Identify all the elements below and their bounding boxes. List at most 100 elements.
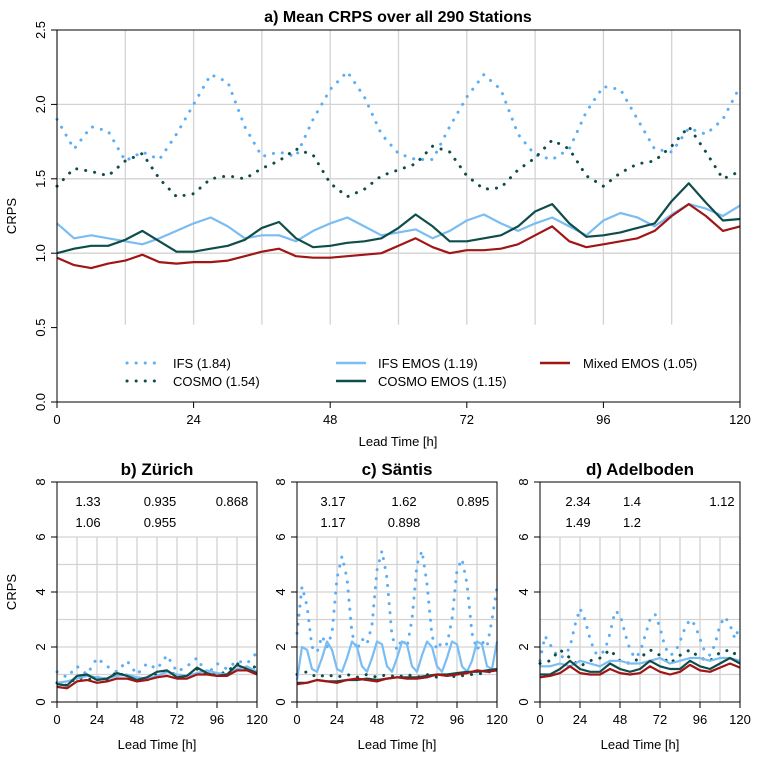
panel-a-frame (56, 29, 741, 403)
panel-a-x-ticks: 0 24 48 72 96 120 (53, 402, 751, 427)
score-value: 1.49 (565, 515, 590, 530)
panel-b-series (55, 651, 259, 690)
panel-b-scores: 1.33 0.935 0.868 1.06 0.955 (75, 494, 248, 530)
panel-d-title: d) Adelboden (586, 460, 694, 479)
panel-b-x-ticks: 0 24 48 72 96 120 (53, 702, 268, 727)
y-tick-label: 4 (273, 588, 288, 595)
series-ifs (295, 549, 499, 654)
legend-label-cosmo: COSMO (1.54) (173, 374, 260, 389)
panel-a-grid (56, 30, 741, 325)
y-tick-label: 8 (273, 478, 288, 485)
panel-d-series (538, 607, 742, 679)
score-value: 1.4 (623, 494, 641, 509)
x-tick-label: 120 (486, 712, 508, 727)
score-value: 3.17 (320, 494, 345, 509)
y-tick-label: 6 (273, 533, 288, 540)
x-tick-label: 24 (90, 712, 104, 727)
panel-d-grid (539, 536, 741, 702)
score-value: 1.06 (75, 515, 100, 530)
legend-label-ifs-emos: IFS EMOS (1.19) (378, 356, 478, 371)
score-value: 0.955 (144, 515, 177, 530)
legend-label-cosmo-emos: COSMO EMOS (1.15) (378, 374, 507, 389)
y-tick-label: 0 (516, 698, 531, 705)
x-tick-label: 96 (450, 712, 464, 727)
x-tick-label: 0 (536, 712, 543, 727)
panel-a: a) Mean CRPS over all 290 Stations 0 24 48… (4, 9, 751, 449)
x-tick-label: 48 (613, 712, 627, 727)
panel-c-title: c) Säntis (362, 460, 433, 479)
score-value: 1.12 (709, 494, 734, 509)
x-tick-label: 72 (410, 712, 424, 727)
panel-c-y-ticks: 0 2 4 6 8 (273, 478, 297, 706)
panel-b-y-axis-title: CRPS (4, 574, 19, 610)
x-tick-label: 120 (729, 712, 751, 727)
x-tick-label: 96 (693, 712, 707, 727)
legend-label-mixed-emos: Mixed EMOS (1.05) (583, 356, 697, 371)
series-ifs (538, 607, 742, 663)
series-mixed-emos (56, 669, 258, 690)
y-tick-label: 0 (33, 698, 48, 705)
series-ifs-emos (295, 640, 499, 681)
y-tick-label: 4 (33, 588, 48, 595)
score-value: 2.34 (565, 494, 590, 509)
y-tick-label: 2 (273, 643, 288, 650)
y-tick-label: 0.0 (33, 393, 48, 411)
panel-a-y-axis-title: CRPS (4, 198, 19, 234)
series-cosmo-emos (540, 656, 741, 676)
x-tick-label: 24 (573, 712, 587, 727)
x-tick-label: 48 (370, 712, 384, 727)
x-tick-label: 96 (210, 712, 224, 727)
x-tick-label: 72 (653, 712, 667, 727)
score-value: 1.17 (320, 515, 345, 530)
y-tick-label: 1.0 (33, 244, 48, 262)
panel-d-x-axis-title: Lead Time [h] (601, 737, 680, 752)
panel-a-title: a) Mean CRPS over all 290 Stations (264, 9, 532, 26)
x-tick-label: 48 (323, 412, 337, 427)
panel-b-y-ticks: 0 2 4 6 8 (33, 478, 57, 706)
score-value: 1.33 (75, 494, 100, 509)
score-value: 0.898 (388, 515, 421, 530)
series-cosmo (295, 670, 499, 679)
x-tick-label: 96 (596, 412, 610, 427)
y-tick-label: 6 (516, 533, 531, 540)
series-cosmo (55, 662, 259, 687)
panel-b-x-axis-title: Lead Time [h] (118, 737, 197, 752)
x-tick-label: 48 (130, 712, 144, 727)
panel-c-x-ticks: 0 24 48 72 96 120 (293, 702, 508, 727)
x-tick-label: 0 (53, 712, 60, 727)
series-mixed-emos (56, 203, 741, 270)
series-mixed-emos (539, 662, 741, 679)
panel-c-series (295, 549, 499, 686)
y-tick-label: 0 (273, 698, 288, 705)
panel-a-legend: IFS (1.84) COSMO (1.54) IFS EMOS (1.19) … (125, 356, 697, 389)
panel-a-x-axis-title: Lead Time [h] (359, 434, 438, 449)
y-tick-label: 2.0 (33, 95, 48, 113)
score-value: 1.62 (391, 494, 416, 509)
y-tick-label: 1.5 (33, 170, 48, 188)
panel-d-x-ticks: 0 24 48 72 96 120 (536, 702, 751, 727)
y-tick-label: 2 (516, 643, 531, 650)
y-tick-label: 6 (33, 533, 48, 540)
y-tick-label: 2.5 (33, 21, 48, 39)
series-mixed-emos (296, 669, 498, 686)
panel-d-y-ticks: 0 2 4 6 8 (516, 478, 540, 706)
series-ifs (55, 651, 259, 679)
panel-c-x-axis-title: Lead Time [h] (358, 737, 437, 752)
y-tick-label: 0.5 (33, 319, 48, 337)
panel-c-scores: 3.17 1.62 0.895 1.17 0.898 (320, 494, 489, 530)
x-tick-label: 0 (293, 712, 300, 727)
panel-b-title: b) Zürich (121, 460, 194, 479)
x-tick-label: 120 (246, 712, 268, 727)
score-value: 1.2 (623, 515, 641, 530)
y-tick-label: 8 (516, 478, 531, 485)
legend-label-ifs: IFS (1.84) (173, 356, 231, 371)
panel-d-scores: 2.34 1.4 1.12 1.49 1.2 (565, 494, 734, 530)
series-ifs-emos (56, 203, 741, 246)
panel-a-y-ticks: 0.0 0.5 1.0 1.5 2.0 2.5 (33, 21, 57, 411)
x-tick-label: 24 (330, 712, 344, 727)
x-tick-label: 120 (729, 412, 751, 427)
series-cosmo (55, 125, 742, 199)
